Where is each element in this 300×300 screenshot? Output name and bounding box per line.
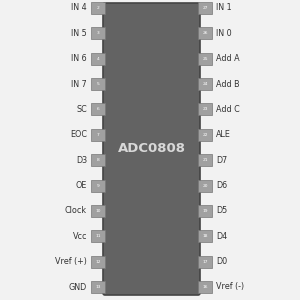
Text: 12: 12 — [95, 260, 101, 264]
Text: 3: 3 — [97, 32, 99, 35]
Text: 22: 22 — [202, 133, 208, 137]
Text: 26: 26 — [202, 32, 208, 35]
Bar — [198, 256, 212, 268]
Text: 7: 7 — [97, 133, 99, 137]
Text: D7: D7 — [216, 156, 227, 165]
Text: IN 5: IN 5 — [71, 29, 87, 38]
Text: Vref (-): Vref (-) — [216, 283, 244, 292]
Text: 9: 9 — [97, 184, 99, 188]
Text: 17: 17 — [202, 260, 208, 264]
Text: Clock: Clock — [65, 206, 87, 215]
Bar — [198, 53, 212, 65]
Text: 21: 21 — [202, 158, 208, 162]
Bar — [198, 281, 212, 293]
Text: IN 1: IN 1 — [216, 4, 232, 13]
Text: D4: D4 — [216, 232, 227, 241]
Text: 27: 27 — [202, 6, 208, 10]
Text: Vcc: Vcc — [73, 232, 87, 241]
Text: IN 0: IN 0 — [216, 29, 232, 38]
Bar — [91, 230, 105, 242]
Text: 10: 10 — [95, 209, 101, 213]
Text: D3: D3 — [76, 156, 87, 165]
Bar — [198, 205, 212, 217]
Text: 20: 20 — [202, 184, 208, 188]
Text: D6: D6 — [216, 181, 227, 190]
Bar — [198, 230, 212, 242]
Bar — [91, 179, 105, 191]
Text: 8: 8 — [97, 158, 99, 162]
Bar — [91, 154, 105, 166]
Text: 23: 23 — [202, 107, 208, 112]
Text: 19: 19 — [202, 209, 208, 213]
Text: IN 7: IN 7 — [71, 80, 87, 88]
Text: IN 6: IN 6 — [71, 54, 87, 63]
Bar — [91, 53, 105, 65]
Text: 5: 5 — [97, 82, 99, 86]
Text: 6: 6 — [97, 107, 99, 112]
Bar — [91, 256, 105, 268]
Bar — [91, 103, 105, 116]
Bar — [91, 281, 105, 293]
Text: Vref (+): Vref (+) — [55, 257, 87, 266]
Text: EOC: EOC — [70, 130, 87, 139]
Text: D0: D0 — [216, 257, 227, 266]
FancyBboxPatch shape — [103, 3, 200, 295]
Text: 13: 13 — [95, 285, 101, 289]
Text: Add B: Add B — [216, 80, 240, 88]
Text: ALE: ALE — [216, 130, 231, 139]
Bar — [91, 78, 105, 90]
Bar — [91, 205, 105, 217]
Text: GND: GND — [69, 283, 87, 292]
Text: 25: 25 — [202, 57, 208, 61]
Bar — [198, 27, 212, 39]
Text: 16: 16 — [202, 285, 208, 289]
Text: Add C: Add C — [216, 105, 240, 114]
Text: 24: 24 — [202, 82, 208, 86]
Bar — [198, 154, 212, 166]
Bar — [198, 179, 212, 191]
Text: Add A: Add A — [216, 54, 240, 63]
Text: 11: 11 — [95, 234, 101, 238]
Bar — [91, 27, 105, 39]
Text: ADC0808: ADC0808 — [118, 142, 185, 155]
Text: OE: OE — [76, 181, 87, 190]
Bar — [91, 2, 105, 14]
Text: 4: 4 — [97, 57, 99, 61]
Bar — [198, 78, 212, 90]
Bar — [198, 129, 212, 141]
Bar — [198, 2, 212, 14]
Text: 2: 2 — [97, 6, 99, 10]
Text: D5: D5 — [216, 206, 227, 215]
Bar — [91, 129, 105, 141]
Text: 18: 18 — [202, 234, 208, 238]
Bar — [198, 103, 212, 116]
Text: SC: SC — [76, 105, 87, 114]
Text: IN 4: IN 4 — [71, 4, 87, 13]
